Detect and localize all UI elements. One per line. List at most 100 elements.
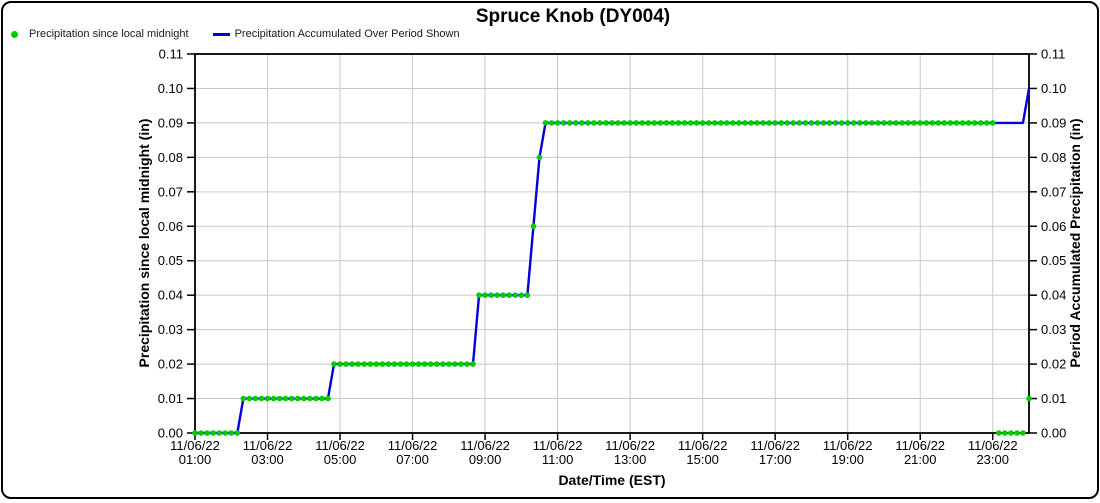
precip-data-point <box>633 120 639 126</box>
x-tick-time: 23:00 <box>976 452 1009 467</box>
precip-data-point <box>983 120 990 126</box>
precip-data-point <box>409 361 416 367</box>
precip-data-point <box>282 395 289 402</box>
precip-data-point <box>536 154 543 161</box>
precip-data-point <box>953 120 960 126</box>
precip-data-point <box>1002 430 1008 436</box>
precip-data-point <box>856 120 863 126</box>
precip-data-point <box>917 120 924 126</box>
precip-data-point <box>784 120 791 126</box>
x-tick-date: 11/06/22 <box>170 438 220 453</box>
precip-data-point <box>838 120 845 126</box>
x-tick-time: 09:00 <box>469 452 502 467</box>
precip-data-point <box>488 292 494 298</box>
precip-data-point <box>627 120 633 126</box>
precip-data-point <box>554 120 561 126</box>
x-axis-title: Date/Time (EST) <box>558 472 665 488</box>
chart-title: Spruce Knob (DY004) <box>475 6 671 27</box>
x-tick-date: 11/06/22 <box>823 438 873 453</box>
y-axis-title-right: Period Accumulated Precipitation (in) <box>1067 118 1083 367</box>
precip-data-point <box>355 361 361 367</box>
legend-line-marker <box>212 32 230 36</box>
precip-data-point <box>717 120 724 126</box>
precip-data-point <box>452 361 458 367</box>
precip-data-point <box>826 120 833 126</box>
precip-data-point <box>566 120 573 126</box>
precip-data-point <box>893 120 899 126</box>
x-tick-date: 11/06/22 <box>895 438 945 453</box>
precip-data-point <box>905 120 911 126</box>
midnight-precip-dots <box>192 120 1032 436</box>
precip-data-point <box>246 395 253 402</box>
legend: Precipitation since local midnight Preci… <box>11 28 460 40</box>
x-tick-date: 11/06/22 <box>388 438 438 453</box>
precip-data-point <box>899 120 905 126</box>
y-tick-label-left: 0.11 <box>159 47 183 62</box>
precip-data-point <box>585 120 591 126</box>
y-tick-label-right: 0.03 <box>1041 322 1066 337</box>
precip-data-point <box>965 120 972 126</box>
precip-data-point <box>603 120 609 126</box>
y-tick-label-right: 0.07 <box>1041 184 1066 199</box>
precip-data-point <box>258 395 265 402</box>
precip-data-point <box>832 120 839 126</box>
precip-data-point <box>270 395 277 402</box>
precip-data-point <box>790 120 797 126</box>
precip-data-point <box>850 120 857 126</box>
x-tick-date: 11/06/22 <box>315 438 365 453</box>
x-tick-date: 11/06/22 <box>968 438 1018 453</box>
x-tick-date: 11/06/22 <box>533 438 583 453</box>
precip-data-point <box>989 120 996 126</box>
gridlines <box>195 54 1029 433</box>
precip-data-point <box>693 120 700 126</box>
precip-data-point <box>421 361 428 367</box>
legend-item-since-midnight: Precipitation since local midnight <box>11 28 189 40</box>
precip-data-point <box>204 430 210 436</box>
precip-data-point <box>313 395 319 402</box>
precip-data-point <box>699 120 706 126</box>
precip-data-point <box>651 120 658 126</box>
precip-data-point <box>464 361 470 367</box>
precip-data-point <box>808 120 815 126</box>
precip-data-point <box>228 430 235 436</box>
precip-data-point <box>657 120 664 126</box>
precip-data-point <box>796 120 803 126</box>
precip-data-point <box>403 361 410 367</box>
precip-data-point <box>760 120 766 126</box>
x-tick-time: 15:00 <box>686 452 719 467</box>
legend-label-accumulated: Precipitation Accumulated Over Period Sh… <box>234 28 460 40</box>
legend-dot-marker <box>11 30 18 38</box>
precip-data-point <box>766 120 772 126</box>
precip-data-point <box>844 120 851 126</box>
precip-data-point <box>705 120 712 126</box>
y-tick-label-left: 0.04 <box>158 288 183 303</box>
precip-data-point <box>959 120 966 126</box>
precip-data-point <box>385 361 392 367</box>
precip-data-point <box>367 361 374 367</box>
precip-data-point <box>439 361 446 367</box>
precip-data-point <box>331 361 337 367</box>
x-tick-time: 07:00 <box>396 452 429 467</box>
precip-data-point <box>778 120 785 126</box>
precip-data-point <box>645 120 652 126</box>
precip-data-point <box>911 120 917 126</box>
precip-data-point <box>379 361 386 367</box>
precip-data-point <box>433 361 440 367</box>
precip-data-point <box>814 120 821 126</box>
precip-data-point <box>802 120 809 126</box>
precip-data-point <box>524 292 531 298</box>
x-tick-time: 21:00 <box>904 452 937 467</box>
plot-svg: 11/06/2201:0011/06/2203:0011/06/2205:001… <box>136 47 1083 489</box>
precip-data-point <box>923 120 930 126</box>
precip-data-point <box>500 292 507 298</box>
x-tick-date: 11/06/22 <box>605 438 655 453</box>
precip-data-point <box>216 430 222 436</box>
precip-data-point <box>470 361 476 367</box>
precip-data-point <box>887 120 893 126</box>
precip-data-point <box>234 430 241 436</box>
precip-data-point <box>415 361 422 367</box>
precip-data-point <box>506 292 513 298</box>
plot-border <box>194 53 1030 434</box>
precip-data-point <box>941 120 948 126</box>
precip-data-point <box>252 395 259 402</box>
